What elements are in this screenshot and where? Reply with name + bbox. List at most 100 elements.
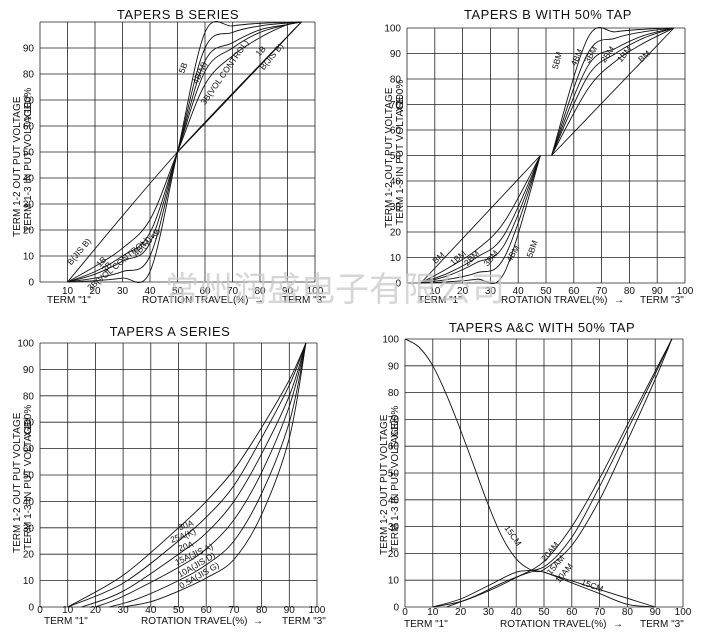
y-axis-label-line1: TERM 1-2 OUT PUT VOLTAGE xyxy=(12,96,23,237)
y-tick-label: 80 xyxy=(388,388,400,399)
curve-label: 3BM xyxy=(481,248,500,268)
x-tick-label: 60 xyxy=(568,286,580,297)
x-tick-label: 10 xyxy=(62,605,74,616)
chart-title: TAPERS A&C WITH 50% TAP xyxy=(449,320,635,335)
x-tick-label: 0 xyxy=(402,607,408,618)
x-tick-label: 30 xyxy=(117,286,129,297)
x-tick-label: 50 xyxy=(172,286,184,297)
x-tick-label: 20 xyxy=(90,605,102,616)
chart-title: TAPERS A SERIES xyxy=(110,324,231,339)
term-1-label: TERM "1" xyxy=(44,616,88,627)
curve-label: 5BM xyxy=(550,51,564,70)
taper-curve xyxy=(67,21,302,283)
y-tick-label: 90 xyxy=(23,44,35,55)
term-1-label: TERM "1" xyxy=(47,295,91,306)
y-tick-label: 100 xyxy=(17,339,34,350)
x-axis-label: ROTATION TRAVEL(%) xyxy=(142,295,249,306)
curve-label: BM xyxy=(636,48,652,64)
y-axis-label-line2: TERM 1-3 IN PUT VOLTAGE xyxy=(23,420,34,550)
x-tick-label: 90 xyxy=(650,607,662,618)
panel-tapers-b-50-tap: TAPERS B WITH 50% TAP BMBM1BM1BM2BM2BM3B… xyxy=(384,7,694,306)
chart-grid xyxy=(39,342,318,608)
taper-curve xyxy=(123,342,307,608)
y-tick-label: 20 xyxy=(23,550,35,561)
taper-curve xyxy=(177,21,302,153)
curve-label: B(JIS B) xyxy=(65,236,93,267)
y-tick-label: 10 xyxy=(23,252,35,263)
x-axis-arrow: → xyxy=(613,619,623,630)
taper-curve xyxy=(67,342,307,608)
x-tick-label: 70 xyxy=(227,286,239,297)
y-tick-label: 70 xyxy=(23,418,35,429)
taper-curve xyxy=(543,571,656,608)
x-tick-label: 100 xyxy=(677,286,694,297)
x-tick-label: 20 xyxy=(455,607,467,618)
x-tick-label: 60 xyxy=(201,605,213,616)
x-tick-label: 70 xyxy=(228,605,240,616)
y-axis-label-line1: TERM 1-2 OUT PUT VOLTAGE xyxy=(384,87,395,228)
taper-curve xyxy=(67,21,302,283)
taper-curve xyxy=(95,342,307,608)
taper-curve xyxy=(67,21,302,283)
y-axis-label-line2: TERM 1-3 IN PUT VOLTAGE xyxy=(395,95,406,225)
x-tick-label: 90 xyxy=(284,605,296,616)
taper-curve xyxy=(432,338,673,608)
y-tick-label: 80 xyxy=(23,70,35,81)
x-tick-label: 40 xyxy=(145,605,157,616)
x-tick-label: 80 xyxy=(254,286,266,297)
y-tick-label: 10 xyxy=(390,253,402,264)
x-tick-label: 40 xyxy=(513,286,525,297)
x-tick-label: 60 xyxy=(199,286,211,297)
taper-curve xyxy=(67,342,307,608)
x-tick-label: 100 xyxy=(675,607,692,618)
curve-label: 5B xyxy=(149,227,163,241)
x-tick-label: 20 xyxy=(457,286,469,297)
y-axis-label-line1: TERM 1-2 OUT PUT VOLTAGE xyxy=(379,414,390,555)
y-tick-label: 30 xyxy=(23,523,35,534)
curve-label: 15CM xyxy=(580,577,605,594)
y-axis-suffix: X100% xyxy=(23,88,34,120)
y-tick-label: 40 xyxy=(23,497,35,508)
taper-curve xyxy=(404,338,656,608)
y-tick-label: 0 xyxy=(395,279,401,290)
x-axis-label: ROTATION TRAVEL(%) xyxy=(500,619,607,630)
chart-title: TAPERS B WITH 50% TAP xyxy=(464,7,632,22)
taper-curve xyxy=(551,27,675,156)
x-axis-label: ROTATION TRAVEL(%) xyxy=(141,616,248,627)
y-tick-label: 60 xyxy=(23,122,35,133)
y-tick-label: 20 xyxy=(23,226,35,237)
curve-label: 30A xyxy=(177,518,195,533)
y-tick-label: 80 xyxy=(390,75,402,86)
y-tick-label: 10 xyxy=(23,576,35,587)
x-tick-label: 40 xyxy=(511,607,523,618)
taper-curve xyxy=(551,27,675,156)
x-tick-label: 50 xyxy=(538,607,550,618)
chart-grid xyxy=(39,21,316,283)
curve-label: 5BM xyxy=(524,239,539,259)
y-tick-label: 30 xyxy=(23,200,35,211)
y-axis-label-line2: TERM 1-3 IN PUT VOLTAGE xyxy=(390,422,401,552)
taper-curve xyxy=(551,27,674,156)
term-3-label: TERM "3" xyxy=(282,295,326,306)
y-tick-label: 50 xyxy=(388,469,400,480)
y-axis-suffix: X100% xyxy=(395,80,406,112)
x-tick-label: 30 xyxy=(118,605,130,616)
x-tick-label: 20 xyxy=(89,286,101,297)
taper-curve xyxy=(420,155,541,284)
x-tick-label: 10 xyxy=(427,607,439,618)
watermark-text: 常州润盛电子有限公司 xyxy=(165,270,505,310)
x-tick-label: 80 xyxy=(624,286,636,297)
chart-grid xyxy=(404,338,684,608)
y-axis-label-line1: TERM 1-2 OUT PUT VOLTAGE xyxy=(12,412,23,553)
x-tick-label: 50 xyxy=(173,605,185,616)
term-1-label: TERM "1" xyxy=(418,295,462,306)
y-tick-label: 90 xyxy=(23,365,35,376)
curve-label: 3BM xyxy=(582,44,599,64)
curve-label: 4BM xyxy=(504,243,521,263)
y-tick-label: 60 xyxy=(390,126,402,137)
y-tick-label: 90 xyxy=(388,361,400,372)
